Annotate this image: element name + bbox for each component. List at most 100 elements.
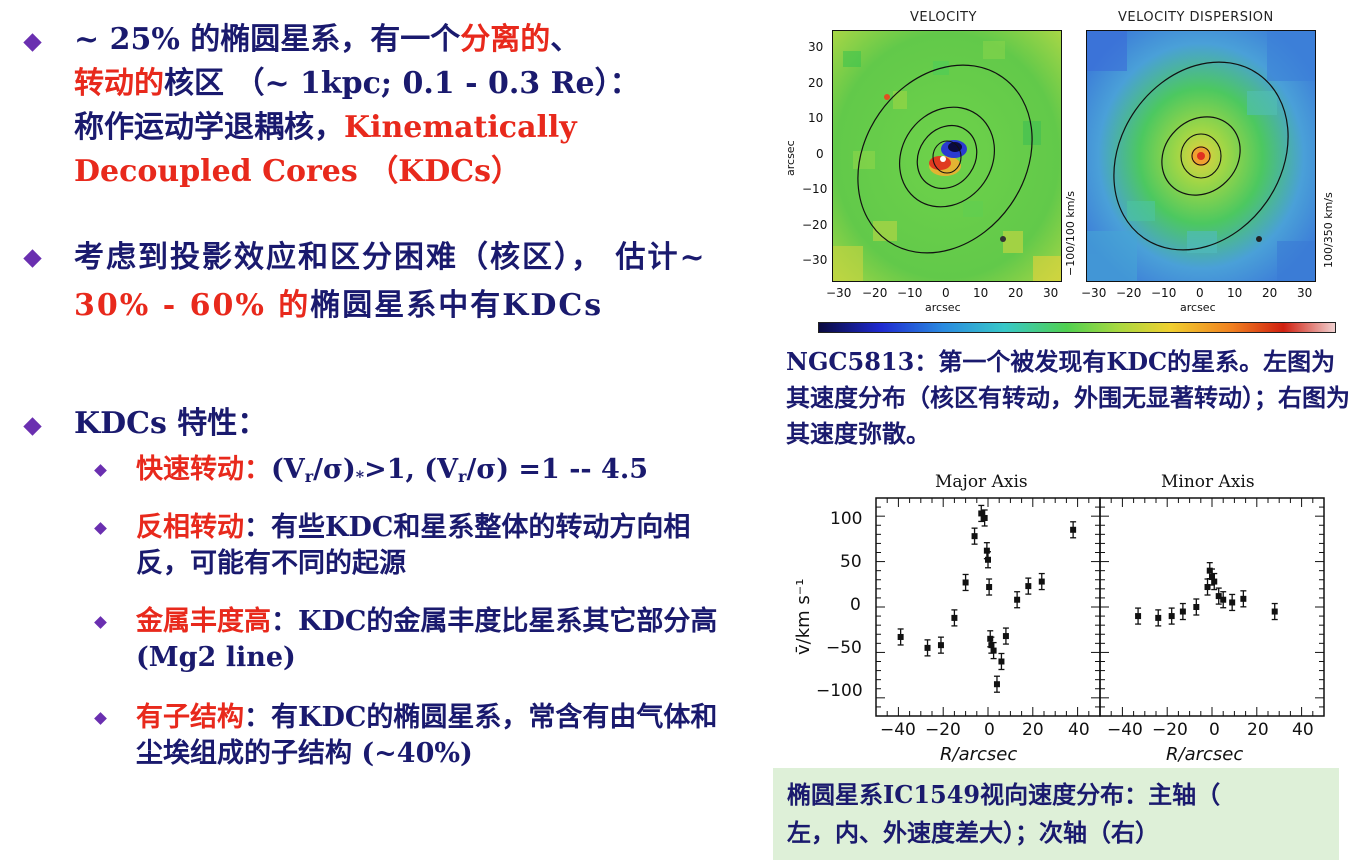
plot-y-tick: −100	[816, 681, 863, 701]
text-highlight: 金属丰度高	[136, 606, 271, 637]
data-point	[1220, 591, 1227, 609]
map-y-tick: −10	[802, 182, 828, 196]
dispersion-map-title: VELOCITY DISPERSION	[1118, 10, 1274, 25]
text-fragment: ：有些KDC和星系整体的转动方向相反，可能有不同的起源	[136, 512, 691, 579]
plot-x-tick: −20	[1152, 720, 1188, 740]
map-x-tick: 10	[973, 286, 989, 300]
data-point	[1211, 572, 1218, 591]
map-x-axis-title: arcsec	[925, 301, 961, 314]
map-y-tick: −30	[802, 253, 828, 267]
velocity-colorbar	[818, 322, 1336, 333]
dispersion-map-image	[1087, 31, 1315, 281]
data-point	[1025, 577, 1032, 595]
data-point	[985, 551, 991, 569]
data-point	[1240, 590, 1247, 608]
data-point	[1014, 591, 1021, 609]
plot-x-tick: 0	[984, 720, 995, 740]
map-y-tick: 20	[808, 76, 824, 90]
map-x-axis-title: arcsec	[1180, 301, 1216, 314]
plot-points	[897, 504, 1278, 693]
data-point	[998, 652, 1005, 671]
subscript: *	[355, 467, 365, 486]
plot-x-tick: −20	[925, 720, 961, 740]
rotation-curve-plot	[875, 497, 1325, 717]
data-point	[971, 527, 978, 545]
data-point	[1002, 627, 1009, 645]
map-y-tick: −20	[802, 218, 828, 232]
text-highlight: （KDCs）	[357, 154, 522, 189]
text-fragment: /σ)	[313, 454, 356, 485]
map-x-tick: 30	[1043, 286, 1059, 300]
text-fragment: 考虑到投影效应和区分困难（核区）， 估计~	[74, 240, 707, 275]
map-y-tick: 10	[808, 111, 824, 125]
velocity-map-title: VELOCITY	[910, 10, 977, 25]
text-fragment: KDCs 特性：	[74, 406, 268, 441]
bullet-text: 考虑到投影效应和区分困难（核区）， 估计~ 30% - 60% 的椭圆星系中有K…	[74, 234, 740, 330]
data-point	[990, 641, 997, 660]
subscript: r	[304, 467, 314, 486]
bullet-diamond-icon	[23, 33, 42, 52]
data-point	[981, 509, 988, 527]
bullet-diamond-icon	[23, 417, 42, 436]
map-y-axis-title: arcsec	[784, 140, 797, 176]
data-point	[993, 675, 1000, 693]
data-point	[962, 573, 969, 592]
plot-ticks	[875, 498, 1325, 716]
plot-y-tick: 0	[850, 595, 861, 615]
data-point	[1193, 598, 1200, 616]
map-x-tick: 10	[1227, 286, 1243, 300]
map-x-tick: −30	[826, 286, 852, 300]
minor-axis-title: Minor Axis	[1161, 472, 1255, 492]
sub-bullet-text: 有子结构：有KDC的椭圆星系，常含有由气体和尘埃组成的子结构 (~40%)	[136, 700, 730, 772]
text-fragment: ：KDC的金属丰度比星系其它部分高 (Mg2 line)	[136, 606, 718, 673]
text-fragment: /σ) =1 -- 4.5	[466, 454, 649, 485]
plot-y-tick: 50	[840, 552, 862, 572]
data-point	[937, 636, 944, 654]
plot-x-tick: 40	[1292, 720, 1314, 740]
data-point	[1155, 609, 1162, 627]
sub-bullet-text: 金属丰度高：KDC的金属丰度比星系其它部分高 (Mg2 line)	[136, 604, 730, 676]
dispersion-map	[1086, 30, 1316, 282]
plot-x-tick: −40	[1107, 720, 1143, 740]
data-point	[983, 542, 990, 560]
data-point	[1204, 578, 1211, 596]
data-point	[951, 609, 958, 627]
bullet-diamond-icon	[23, 249, 42, 268]
map-x-tick: 20	[1262, 286, 1278, 300]
map-x-tick: 20	[1008, 286, 1024, 300]
map-x-tick: 30	[1297, 286, 1313, 300]
text-highlight: Kinematically Decoupled Cores	[74, 110, 577, 189]
minor-x-axis-title: R/arcsec	[1166, 744, 1244, 765]
dispersion-scale-label: 100/350 km/s	[1322, 192, 1335, 268]
bullet-diamond-icon	[94, 616, 107, 629]
map-x-tick: −30	[1081, 286, 1107, 300]
text-fragment: 、	[550, 22, 581, 57]
text-highlight: 快速转动：	[136, 454, 271, 485]
plot-x-tick: 0	[1209, 720, 1220, 740]
plot-y-tick: 100	[830, 509, 863, 529]
sub-bullet-text: 反相转动：有些KDC和星系整体的转动方向相反，可能有不同的起源	[136, 510, 730, 582]
bullet-text: KDCs 特性：	[74, 402, 740, 446]
text-fragment: ~ 25% 的椭圆星系，有一个	[74, 22, 461, 57]
velocity-scale-label: −100/100 km/s	[1064, 191, 1077, 276]
bullet-diamond-icon	[94, 522, 107, 535]
bullet-text: ~ 25% 的椭圆星系，有一个分离的、 转动的核区 （~ 1kpc; 0.1 -…	[74, 18, 740, 194]
text-fragment: ：有KDC的椭圆星系，常含有由气体和尘埃组成的子结构 (~40%)	[136, 702, 718, 769]
ngc5813-caption: NGC5813：第一个被发现有KDC的星系。左图为其速度分布（核区有转动，外围无…	[786, 347, 1350, 448]
text-highlight: 30% - 60% 的	[74, 288, 311, 323]
data-point	[1179, 602, 1186, 621]
data-point	[1038, 572, 1045, 591]
text-highlight: 有子结构	[136, 702, 244, 733]
plot-x-tick: 20	[1247, 720, 1269, 740]
ic1549-caption-text: 椭圆星系IC1549视向速度分布：主轴（ 左，内、外速度差大）；次轴（右）	[787, 780, 1221, 847]
text-fragment: 核区 （~ 1kpc; 0.1 - 0.3 Re）：	[164, 66, 640, 101]
map-x-tick: −20	[1116, 286, 1142, 300]
data-point	[897, 628, 904, 646]
sub-bullet-text: 快速转动：(Vr/σ)*>1, (Vr/σ) =1 -- 4.5	[136, 452, 730, 495]
data-point	[1271, 602, 1278, 621]
plot-y-axis-title: v̄/km s⁻¹	[793, 578, 814, 656]
plot-x-tick: 40	[1068, 720, 1090, 740]
plot-x-tick: 20	[1022, 720, 1044, 740]
map-x-tick: −10	[1151, 286, 1177, 300]
data-point	[986, 578, 993, 596]
